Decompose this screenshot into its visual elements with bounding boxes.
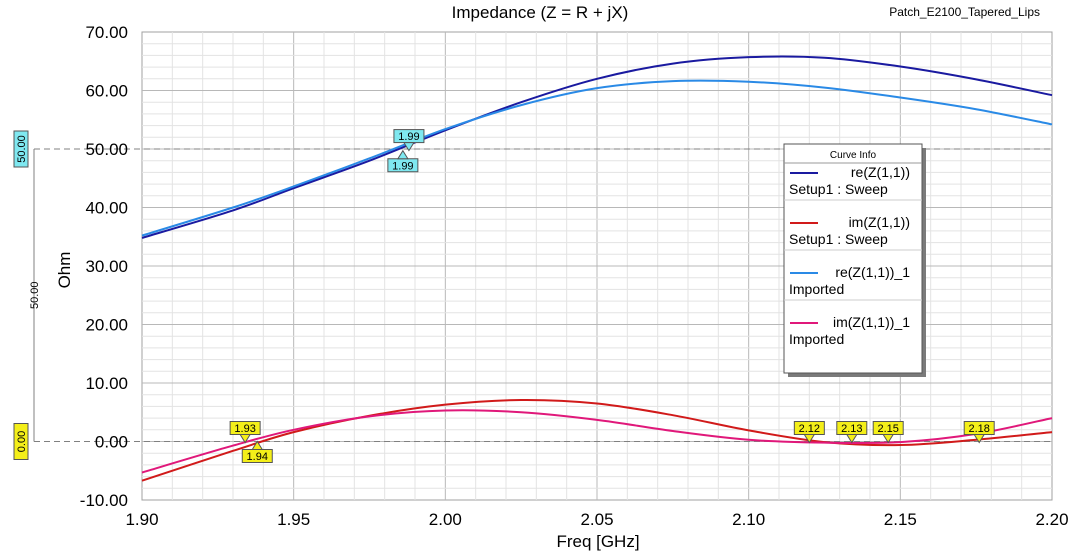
- legend-entry-source: Imported: [789, 331, 844, 347]
- marker-label: 2.15: [877, 423, 898, 435]
- marker-label: 2.13: [841, 423, 862, 435]
- x-tick-label: 1.95: [277, 510, 310, 529]
- marker-pointer-icon[interactable]: [396, 149, 409, 160]
- marker-label: 1.93: [234, 423, 255, 435]
- series-line: [141, 398, 1053, 482]
- y-tick-label: 30.00: [85, 257, 128, 276]
- marker-pointer-icon[interactable]: [973, 434, 986, 444]
- series-line: [141, 79, 1053, 237]
- legend-entry-name: im(Z(1,1)): [849, 214, 910, 230]
- y-tick-label: 50.00: [85, 140, 128, 159]
- legend-entry-name: re(Z(1,1)): [851, 164, 910, 180]
- legend-entry-name: re(Z(1,1))_1: [835, 264, 910, 280]
- reference-lines: 50.00 0.00 50.00: [13, 130, 1052, 460]
- x-tick-label: 2.10: [732, 510, 765, 529]
- reference-line-label: 50.00: [16, 135, 28, 163]
- chart-title: Impedance (Z = R + jX): [452, 3, 629, 22]
- series-line: [141, 55, 1053, 239]
- y-tick-label: -10.00: [80, 491, 128, 510]
- marker-pointer-icon[interactable]: [803, 434, 816, 444]
- x-tick-label: 2.05: [580, 510, 613, 529]
- data-markers: 1.99 1.99 1.93 1.94 2.12 2.13 2.15 2.18: [229, 129, 995, 463]
- x-tick-label: 2.15: [884, 510, 917, 529]
- y-tick-label: 20.00: [85, 316, 128, 335]
- y-axis-label: Ohm: [55, 252, 74, 289]
- marker-label: 1.99: [398, 131, 419, 143]
- x-axis-label: Freq [GHz]: [556, 532, 639, 551]
- marker-pointer-icon[interactable]: [845, 434, 858, 444]
- y-tick-label: 10.00: [85, 374, 128, 393]
- legend-title: Curve Info: [830, 150, 877, 161]
- legend-entry-name: im(Z(1,1))_1: [833, 314, 910, 330]
- x-tick-label: 2.00: [429, 510, 462, 529]
- x-tick-label: 1.90: [125, 510, 158, 529]
- marker-label: 1.94: [247, 451, 268, 463]
- x-tick-label: 2.20: [1035, 510, 1068, 529]
- series-line: [141, 409, 1053, 474]
- reference-line-badge: [13, 130, 29, 168]
- y-tick-label: 40.00: [85, 199, 128, 218]
- project-name: Patch_E2100_Tapered_Lips: [889, 5, 1040, 19]
- marker-label: 1.99: [392, 160, 413, 172]
- marker-pointer-icon[interactable]: [403, 142, 415, 152]
- marker-pointer-icon[interactable]: [882, 434, 895, 444]
- legend-box: [783, 143, 923, 374]
- legend-entry-source: Setup1 : Sweep: [789, 181, 888, 197]
- y-tick-label: 60.00: [85, 82, 128, 101]
- reference-line-badge: [13, 423, 29, 460]
- y-tick-label: 0.00: [95, 433, 128, 452]
- marker-label: 2.12: [799, 423, 820, 435]
- legend-entry-source: Setup1 : Sweep: [789, 231, 888, 247]
- data-curves: [141, 55, 1053, 482]
- axis-ticks: 1.90 1.95 2.00 2.05 2.10 2.15 2.20 70.00 60.00 50…: [80, 23, 1069, 529]
- reference-line-label: 0.00: [16, 431, 28, 452]
- marker-pointer-icon[interactable]: [239, 434, 252, 444]
- marker-pointer-icon[interactable]: [251, 440, 264, 450]
- y-tick-label: 70.00: [85, 23, 128, 42]
- marker-label: 2.18: [968, 423, 989, 435]
- legend-entry-source: Imported: [789, 281, 844, 297]
- span-label: 50.00: [29, 281, 41, 309]
